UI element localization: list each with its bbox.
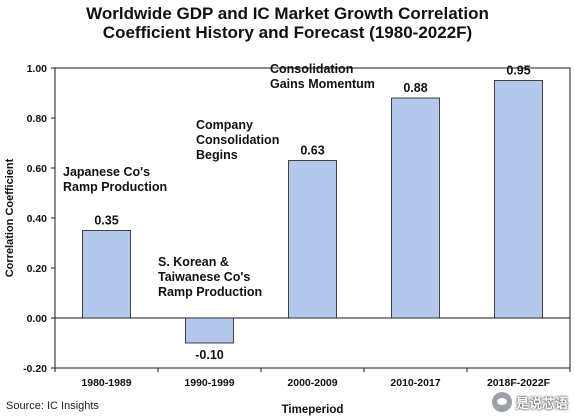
- x-tick-label: 1980-1989: [81, 377, 131, 389]
- wechat-logo-icon: [492, 392, 512, 412]
- annotation-line: Japanese Co's: [63, 165, 150, 179]
- source-note: Source: IC Insights: [6, 400, 99, 412]
- bar-value-label: 0.95: [506, 64, 530, 78]
- annotation-line: Gains Momentum: [270, 77, 375, 91]
- annotation-line: Company: [196, 118, 253, 132]
- bar-value-label: 0.88: [403, 81, 427, 95]
- x-tick-label: 1990-1999: [184, 377, 234, 389]
- y-tick-label: 0.60: [27, 163, 48, 175]
- y-tick-label: 1.00: [27, 63, 48, 75]
- x-axis-title: Timeperiod: [282, 404, 344, 416]
- bar-value-label: 0.35: [94, 214, 118, 228]
- y-tick-label: 0.20: [27, 263, 48, 275]
- y-axis-title: Correlation Coefficient: [4, 158, 16, 277]
- bar: [288, 160, 337, 319]
- bar: [391, 97, 440, 319]
- annotation-line: Taiwanese Co's: [158, 270, 250, 284]
- y-tick-label: 0.40: [27, 213, 48, 225]
- annotation-line: S. Korean &: [158, 255, 229, 269]
- annotation-line: Consolidation: [196, 133, 279, 147]
- annotation-line: Ramp Production: [158, 285, 262, 299]
- y-tick-label: 0.80: [27, 113, 48, 125]
- annotation-line: Ramp Production: [63, 180, 167, 194]
- bar: [185, 317, 234, 344]
- annotation-line: Begins: [196, 148, 238, 162]
- chart-title-line-2: Coefficient History and Forecast (1980-2…: [102, 23, 473, 42]
- bar-value-label: 0.63: [300, 144, 324, 158]
- y-tick-label: 0.00: [27, 313, 48, 325]
- y-tick-label: -0.20: [23, 363, 47, 375]
- watermark: 是说芯语: [492, 392, 568, 412]
- bar: [494, 80, 543, 319]
- x-tick-label: 2000-2009: [287, 377, 337, 389]
- annotation-line: Consolidation: [270, 62, 353, 76]
- bar: [82, 230, 131, 319]
- chart-title-line-1: Worldwide GDP and IC Market Growth Corre…: [86, 4, 489, 23]
- x-tick-label: 2010-2017: [390, 377, 440, 389]
- bar-value-label: -0.10: [195, 348, 224, 362]
- watermark-text: 是说芯语: [516, 395, 569, 411]
- x-tick-label: 2018F-2022F: [487, 377, 551, 389]
